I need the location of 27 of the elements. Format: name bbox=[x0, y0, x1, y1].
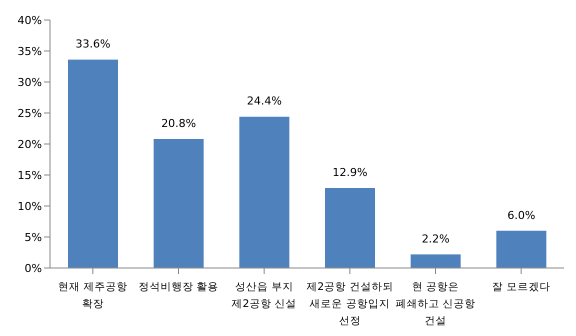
bar bbox=[496, 230, 546, 268]
x-tick-label: 잘 모르겠다 bbox=[492, 281, 550, 293]
y-tick-label: 40% bbox=[18, 14, 42, 27]
y-tick-label: 25% bbox=[18, 106, 42, 120]
y-tick-label: 30% bbox=[18, 76, 42, 89]
data-label: 2.2% bbox=[422, 232, 450, 246]
x-tick-label: 현 공항은 폐쇄하고 신공항 건설 bbox=[395, 281, 476, 327]
x-tick-label: 현재 제주공항 확장 bbox=[58, 281, 128, 310]
x-tick-label: 성산읍 부지 제2공항 신설 bbox=[232, 281, 297, 310]
data-label: 12.9% bbox=[332, 166, 368, 180]
data-label: 6.0% bbox=[507, 208, 536, 222]
bar bbox=[325, 188, 375, 268]
data-label: 20.8% bbox=[161, 117, 196, 130]
x-tick-label: 제2공항 건설하되 새로운 공항입지 선정 bbox=[306, 281, 394, 327]
y-tick-label: 5% bbox=[24, 230, 42, 244]
y-tick-label: 20% bbox=[18, 138, 42, 151]
bar bbox=[239, 116, 290, 268]
y-tick-label: 0% bbox=[24, 262, 42, 275]
y-tick-label: 35% bbox=[18, 44, 42, 58]
bar bbox=[68, 60, 118, 268]
data-label: 33.6% bbox=[76, 38, 110, 51]
bar bbox=[410, 254, 461, 268]
data-label: 24.4% bbox=[246, 94, 282, 108]
bar bbox=[154, 139, 204, 268]
x-tick-label: 정석비행장 활용 bbox=[138, 281, 219, 293]
y-tick-label: 10% bbox=[18, 200, 42, 213]
y-tick-label: 15% bbox=[18, 168, 42, 182]
